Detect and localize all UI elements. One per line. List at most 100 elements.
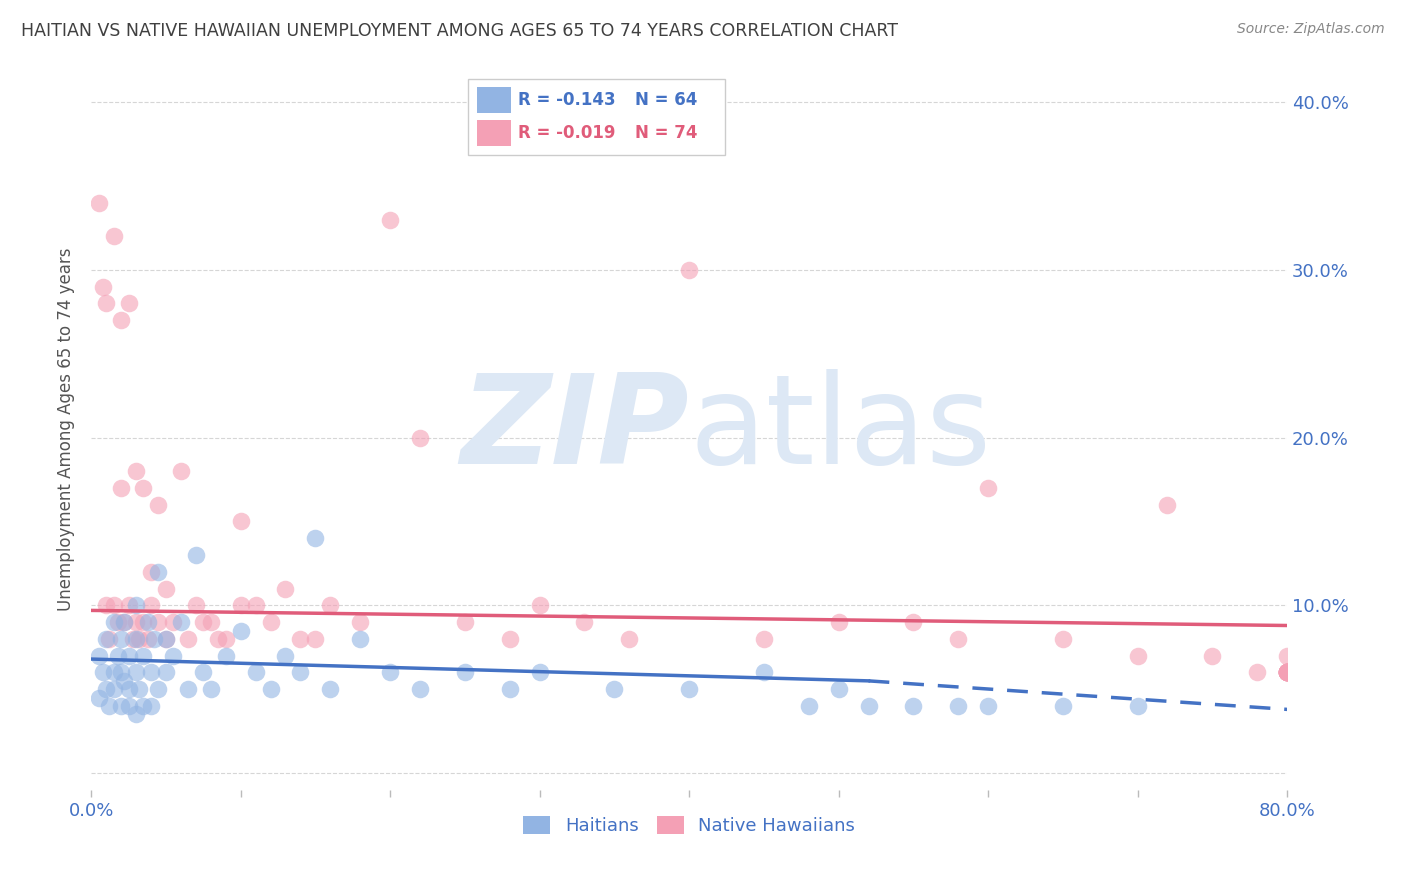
Point [1156,498,1178,512]
Point [136,615,159,629]
Point [1275,665,1298,680]
Point [1246,665,1268,680]
Point [499,632,522,646]
Point [94,682,117,697]
Point [110,313,132,327]
Point [132,699,155,714]
Bar [478,87,510,113]
Point [304,632,326,646]
Point [229,624,252,638]
Point [177,632,200,646]
Point [148,682,170,697]
Point [87,690,110,705]
Point [103,665,125,680]
Point [245,599,267,613]
Point [177,682,200,697]
Point [107,648,129,663]
Point [170,615,193,629]
Point [125,707,148,722]
Point [245,665,267,680]
Point [155,582,177,596]
Point [184,599,207,613]
Text: Source: ZipAtlas.com: Source: ZipAtlas.com [1237,22,1385,37]
Point [207,632,229,646]
Point [948,699,970,714]
Point [128,682,150,697]
Point [1275,648,1298,663]
Point [125,665,148,680]
Point [87,195,110,210]
Point [678,263,700,277]
Point [977,481,1000,495]
Point [103,615,125,629]
Point [827,682,849,697]
Text: N = 74: N = 74 [636,125,697,143]
Point [103,599,125,613]
Point [1275,665,1298,680]
Point [454,615,477,629]
Point [136,632,159,646]
Point [619,632,641,646]
Point [215,632,238,646]
Point [259,682,281,697]
Point [1275,665,1298,680]
Point [112,673,135,688]
Point [603,682,626,697]
Point [117,599,139,613]
Point [1275,665,1298,680]
Point [125,632,148,646]
Point [752,665,775,680]
Point [319,599,342,613]
Text: R = -0.143: R = -0.143 [517,91,616,109]
Text: atlas: atlas [689,368,991,490]
Point [200,682,222,697]
Point [132,481,155,495]
Point [162,615,184,629]
Point [259,615,281,629]
Point [139,565,162,579]
Point [103,682,125,697]
Point [1275,665,1298,680]
Point [1275,665,1298,680]
Point [112,615,135,629]
Point [125,615,148,629]
Point [162,648,184,663]
Point [349,615,371,629]
Point [903,699,925,714]
Point [200,615,222,629]
Point [87,648,110,663]
Point [117,648,139,663]
Point [574,615,596,629]
Point [215,648,238,663]
Point [142,632,165,646]
Point [155,632,177,646]
Point [229,515,252,529]
Point [94,296,117,310]
Point [110,632,132,646]
Point [125,599,148,613]
Point [858,699,880,714]
Point [1275,665,1298,680]
Point [148,498,170,512]
Text: HAITIAN VS NATIVE HAWAIIAN UNEMPLOYMENT AMONG AGES 65 TO 74 YEARS CORRELATION CH: HAITIAN VS NATIVE HAWAIIAN UNEMPLOYMENT … [21,22,898,40]
Point [678,682,700,697]
Point [125,464,148,478]
Point [752,632,775,646]
Point [98,699,121,714]
Point [349,632,371,646]
Point [117,699,139,714]
Point [1052,632,1074,646]
Point [1126,699,1149,714]
Point [1275,665,1298,680]
Point [1275,665,1298,680]
Point [148,565,170,579]
Point [319,682,342,697]
Point [290,632,312,646]
Point [132,648,155,663]
Point [378,212,401,227]
Point [122,632,145,646]
Point [948,632,970,646]
Text: N = 64: N = 64 [636,91,697,109]
Point [827,615,849,629]
Point [797,699,820,714]
